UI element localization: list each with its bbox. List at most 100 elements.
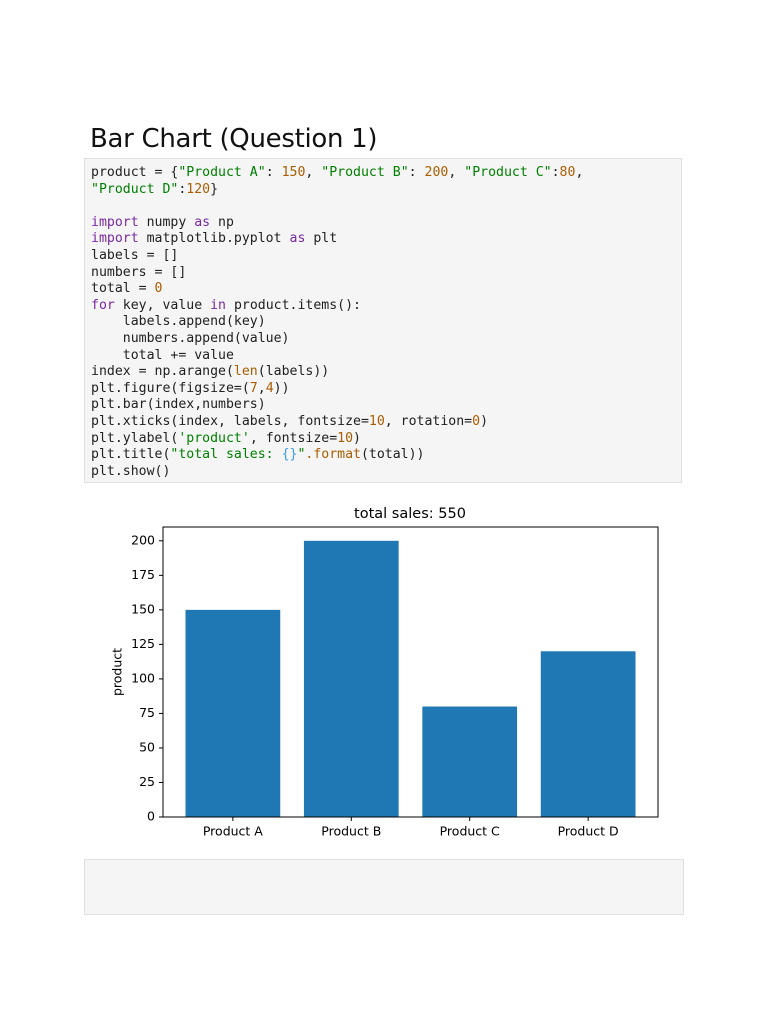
- bar: [540, 651, 636, 817]
- code-token: ): [480, 413, 489, 429]
- code-line: product = {"Product A": 150, "Product B"…: [91, 165, 675, 182]
- code-token: ,: [305, 165, 322, 180]
- code-token: :: [408, 165, 425, 180]
- x-tick-label: Product D: [558, 824, 619, 839]
- code-token: {}: [281, 447, 298, 463]
- code-token: }: [210, 181, 219, 197]
- code-token: import: [91, 231, 139, 247]
- code-token: import: [91, 214, 139, 230]
- code-token: as: [194, 214, 211, 230]
- code-token: np: [210, 214, 234, 230]
- y-tick-label: 125: [131, 636, 155, 651]
- y-axis-label: product: [110, 648, 125, 696]
- code-token: 0: [154, 281, 163, 297]
- code-token: index = np.arange(: [91, 364, 234, 380]
- code-token: 200: [424, 165, 449, 180]
- code-token: , fontsize=: [249, 430, 338, 446]
- code-line: labels = []: [91, 248, 675, 265]
- chart: total sales: 550 product 0 25 50 75 100 125 15…: [110, 506, 659, 839]
- code-line: plt.figure(figsize=(7,4)): [91, 381, 675, 398]
- code-token: (total)): [360, 447, 425, 463]
- code-token: as: [289, 231, 306, 247]
- plot-frame: [162, 526, 659, 818]
- code-token: key, value: [114, 297, 211, 313]
- bar: [185, 609, 281, 817]
- code-line: plt.ylabel('product', fontsize=10): [91, 431, 675, 448]
- empty-code-cell[interactable]: [84, 859, 684, 915]
- code-line: numbers.append(value): [91, 331, 675, 348]
- y-tick-label: 0: [147, 809, 155, 824]
- code-token: total =: [91, 281, 155, 297]
- code-token: plt.bar(index,numbers): [91, 397, 266, 413]
- code-token: "Product D": [91, 181, 179, 197]
- code-line: "Product D":120}: [91, 182, 675, 199]
- code-token: "Product B": [321, 165, 409, 180]
- code-token: labels = []: [91, 247, 179, 263]
- code-token: 150: [281, 165, 306, 180]
- code-token: numbers.append(value): [91, 330, 290, 346]
- code-token: ,: [448, 165, 465, 180]
- x-tick-label: Product B: [321, 824, 381, 839]
- code-token: plt.figure(figsize=(: [91, 380, 250, 396]
- code-line: total = 0: [91, 281, 675, 298]
- code-line: plt.xticks(index, labels, fontsize=10, r…: [91, 414, 675, 431]
- code-token: 'product': [178, 430, 250, 446]
- code-token: numbers = []: [91, 264, 187, 280]
- code-token: plt.show(): [91, 463, 171, 479]
- code-block: product = {"Product A": 150, "Product B"…: [91, 165, 675, 198]
- code-token: plt.ylabel(: [91, 430, 179, 446]
- code-token: product.items():: [226, 297, 361, 313]
- code-token: ): [353, 430, 361, 446]
- bar: [303, 540, 399, 817]
- y-tick-label: 50: [139, 739, 155, 754]
- code-token: "Product C": [464, 165, 552, 180]
- code-token: 10: [368, 413, 385, 429]
- code-token: 7: [249, 380, 258, 396]
- cell-heading: Bar Chart (Question 1): [90, 124, 378, 154]
- code-token: 4: [265, 380, 274, 396]
- code-token: ,: [575, 165, 584, 180]
- code-token: len: [233, 364, 258, 380]
- chart-title: total sales: 550: [354, 506, 466, 522]
- code-line: total += value: [91, 348, 675, 365]
- code-token: matplotlib.pyplot: [138, 231, 290, 247]
- code-line: index = np.arange(len(labels)): [91, 364, 675, 381]
- code-line: labels.append(key): [91, 314, 675, 331]
- code-token: product = {: [91, 165, 179, 180]
- code-token: "Product A": [178, 165, 266, 180]
- code-token: :: [178, 181, 187, 197]
- y-tick-label: 200: [131, 532, 155, 547]
- code-token: :: [551, 165, 560, 180]
- code-line: import numpy as np: [91, 215, 675, 232]
- code-line: plt.show(): [91, 464, 675, 481]
- code-line: import matplotlib.pyplot as plt: [91, 231, 675, 248]
- code-token: plt.title(: [91, 447, 171, 463]
- code-token: (labels)): [257, 364, 330, 380]
- code-line: numbers = []: [91, 265, 675, 282]
- code-token: total += value: [91, 347, 234, 363]
- code-cell[interactable]: product = {"Product A": 150, "Product B"…: [84, 158, 682, 483]
- y-tick-label: 175: [131, 567, 155, 582]
- code-token: labels.append(key): [91, 314, 266, 330]
- code-token: .format: [305, 447, 361, 463]
- x-tick-label: Product C: [440, 824, 500, 839]
- y-tick-label: 25: [139, 774, 155, 789]
- code-token: 0: [472, 413, 481, 429]
- code-token: 120: [186, 181, 211, 197]
- code-token: plt.xticks(index, labels, fontsize=: [91, 413, 369, 429]
- y-tick-label: 75: [139, 705, 155, 720]
- code-token: :: [265, 165, 282, 180]
- code-token: ": [297, 447, 306, 463]
- x-tick-label: Product A: [203, 824, 263, 839]
- bar: [422, 706, 518, 817]
- code-line: plt.title("total sales: {}".format(total…: [91, 447, 675, 464]
- code-line: plt.bar(index,numbers): [91, 397, 675, 414]
- code-token: for: [91, 297, 115, 313]
- code-line: for key, value in product.items():: [91, 298, 675, 315]
- code-token: plt: [305, 231, 338, 247]
- code-token: , rotation=: [384, 413, 473, 429]
- y-tick-label: 150: [131, 601, 155, 616]
- code-token: ,: [257, 380, 266, 396]
- code-token: "total sales:: [170, 447, 282, 463]
